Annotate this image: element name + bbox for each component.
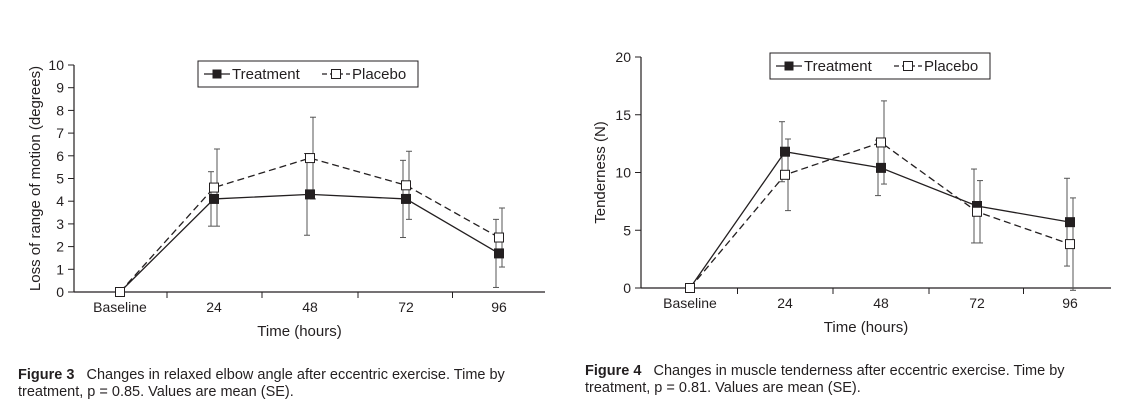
- figure-3-caption-label: Figure 3: [18, 367, 75, 383]
- fig4-y-tick-label: 0: [623, 280, 631, 296]
- fig4-x-tick-label: 48: [873, 295, 889, 311]
- fig4-x-axis-title: Time (hours): [824, 319, 908, 336]
- fig4-x-tick-label: 96: [1062, 295, 1078, 311]
- fig3-y-tick-label: 4: [56, 193, 64, 209]
- fig3-y-tick-label: 5: [56, 171, 64, 187]
- fig4-placebo-point: [972, 206, 982, 217]
- fig3-y-tick-label: 1: [56, 261, 64, 277]
- fig3-x-tick-label: 24: [206, 299, 222, 315]
- fig4-placebo-point: [780, 169, 790, 180]
- fig3-y-tick-label: 8: [56, 102, 64, 118]
- fig3-legend-placebo-marker: [331, 69, 341, 79]
- fig4-y-tick-label: 10: [615, 165, 631, 181]
- fig4-treatment-point: [876, 162, 886, 173]
- fig4-treatment-point: [1065, 217, 1075, 228]
- fig4-placebo-point: [876, 137, 886, 148]
- fig4-legend-placebo-label: Placebo: [924, 58, 978, 75]
- figure-4-chart: 0 5 10 15 20 Baseline 24 48 72 96 Time (hours) Tend…: [592, 49, 1111, 336]
- fig4-y-tick-label: 5: [623, 222, 631, 238]
- fig3-treatment-line: [119, 193, 500, 293]
- fig3-treatment-point: [494, 248, 504, 259]
- fig3-y-tick-label: 6: [56, 148, 64, 164]
- fig3-y-tick-label: 3: [56, 216, 64, 232]
- fig3-x-tick-label: 72: [398, 299, 414, 315]
- fig4-x-tick-label: Baseline: [663, 295, 717, 311]
- fig4-legend-treatment-label: Treatment: [804, 58, 873, 75]
- fig3-legend-treatment-marker: [212, 69, 222, 79]
- figure-4-caption: Figure 4 Changes in muscle tenderness af…: [585, 363, 1125, 397]
- fig4-y-axis-title: Tenderness (N): [592, 121, 609, 224]
- figure-4-caption-text: Changes in muscle tenderness after eccen…: [585, 363, 1065, 396]
- fig3-placebo-point: [401, 180, 411, 191]
- figure-4-caption-label: Figure 4: [585, 363, 642, 379]
- fig4-legend-placebo-marker: [903, 61, 913, 71]
- fig3-legend-treatment-label: Treatment: [232, 66, 301, 83]
- fig3-placebo-point: [115, 287, 125, 297]
- fig3-placebo-point: [494, 232, 504, 243]
- fig4-x-tick-label: 72: [969, 295, 985, 311]
- fig4-legend-treatment-marker: [784, 61, 794, 71]
- figure-3-caption-text: Changes in relaxed elbow angle after ecc…: [18, 367, 505, 400]
- fig3-y-tick-label: 0: [56, 284, 64, 300]
- fig3-legend-placebo-label: Placebo: [352, 66, 406, 83]
- fig3-y-tick-label: 7: [56, 125, 64, 141]
- fig4-y-tick-label: 20: [615, 49, 631, 65]
- fig3-treatment-point: [209, 193, 219, 204]
- fig3-y-tick-label: 10: [48, 57, 64, 73]
- fig4-placebo-point: [685, 283, 695, 293]
- fig3-legend: Treatment Placebo: [197, 60, 419, 88]
- fig3-x-tick-label: 48: [302, 299, 318, 315]
- fig3-treatment-point: [401, 193, 411, 204]
- fig3-placebo-point: [305, 153, 315, 164]
- fig3-legend-box: [197, 60, 419, 88]
- fig3-y-axis-title: Loss of range of motion (degrees): [27, 66, 44, 291]
- fig3-placebo-line: [119, 157, 500, 293]
- fig3-x-tick-label: 96: [491, 299, 507, 315]
- fig4-x-tick-label: 24: [777, 295, 793, 311]
- fig3-y-tick-label: 9: [56, 80, 64, 96]
- figure-3-caption: Figure 3 Changes in relaxed elbow angle …: [18, 367, 558, 401]
- fig3-x-tick-label: Baseline: [93, 299, 147, 315]
- fig4-placebo-point: [1065, 239, 1075, 250]
- fig3-treatment-point: [305, 189, 315, 200]
- fig4-placebo-line: [689, 141, 1071, 289]
- fig3-y-tick-label: 2: [56, 239, 64, 255]
- fig3-x-axis-title: Time (hours): [257, 323, 341, 340]
- fig4-treatment-point: [780, 146, 790, 157]
- fig3-placebo-point: [209, 182, 219, 193]
- figure-3-chart: 0 1 2 3 4 5 6 7 8 9 10 Baseline 24 48 72 96 Time (hours)…: [27, 57, 545, 340]
- fig4-legend-box: [769, 52, 991, 80]
- fig4-y-tick-label: 15: [615, 107, 631, 123]
- fig4-legend: Treatment Placebo: [769, 52, 991, 80]
